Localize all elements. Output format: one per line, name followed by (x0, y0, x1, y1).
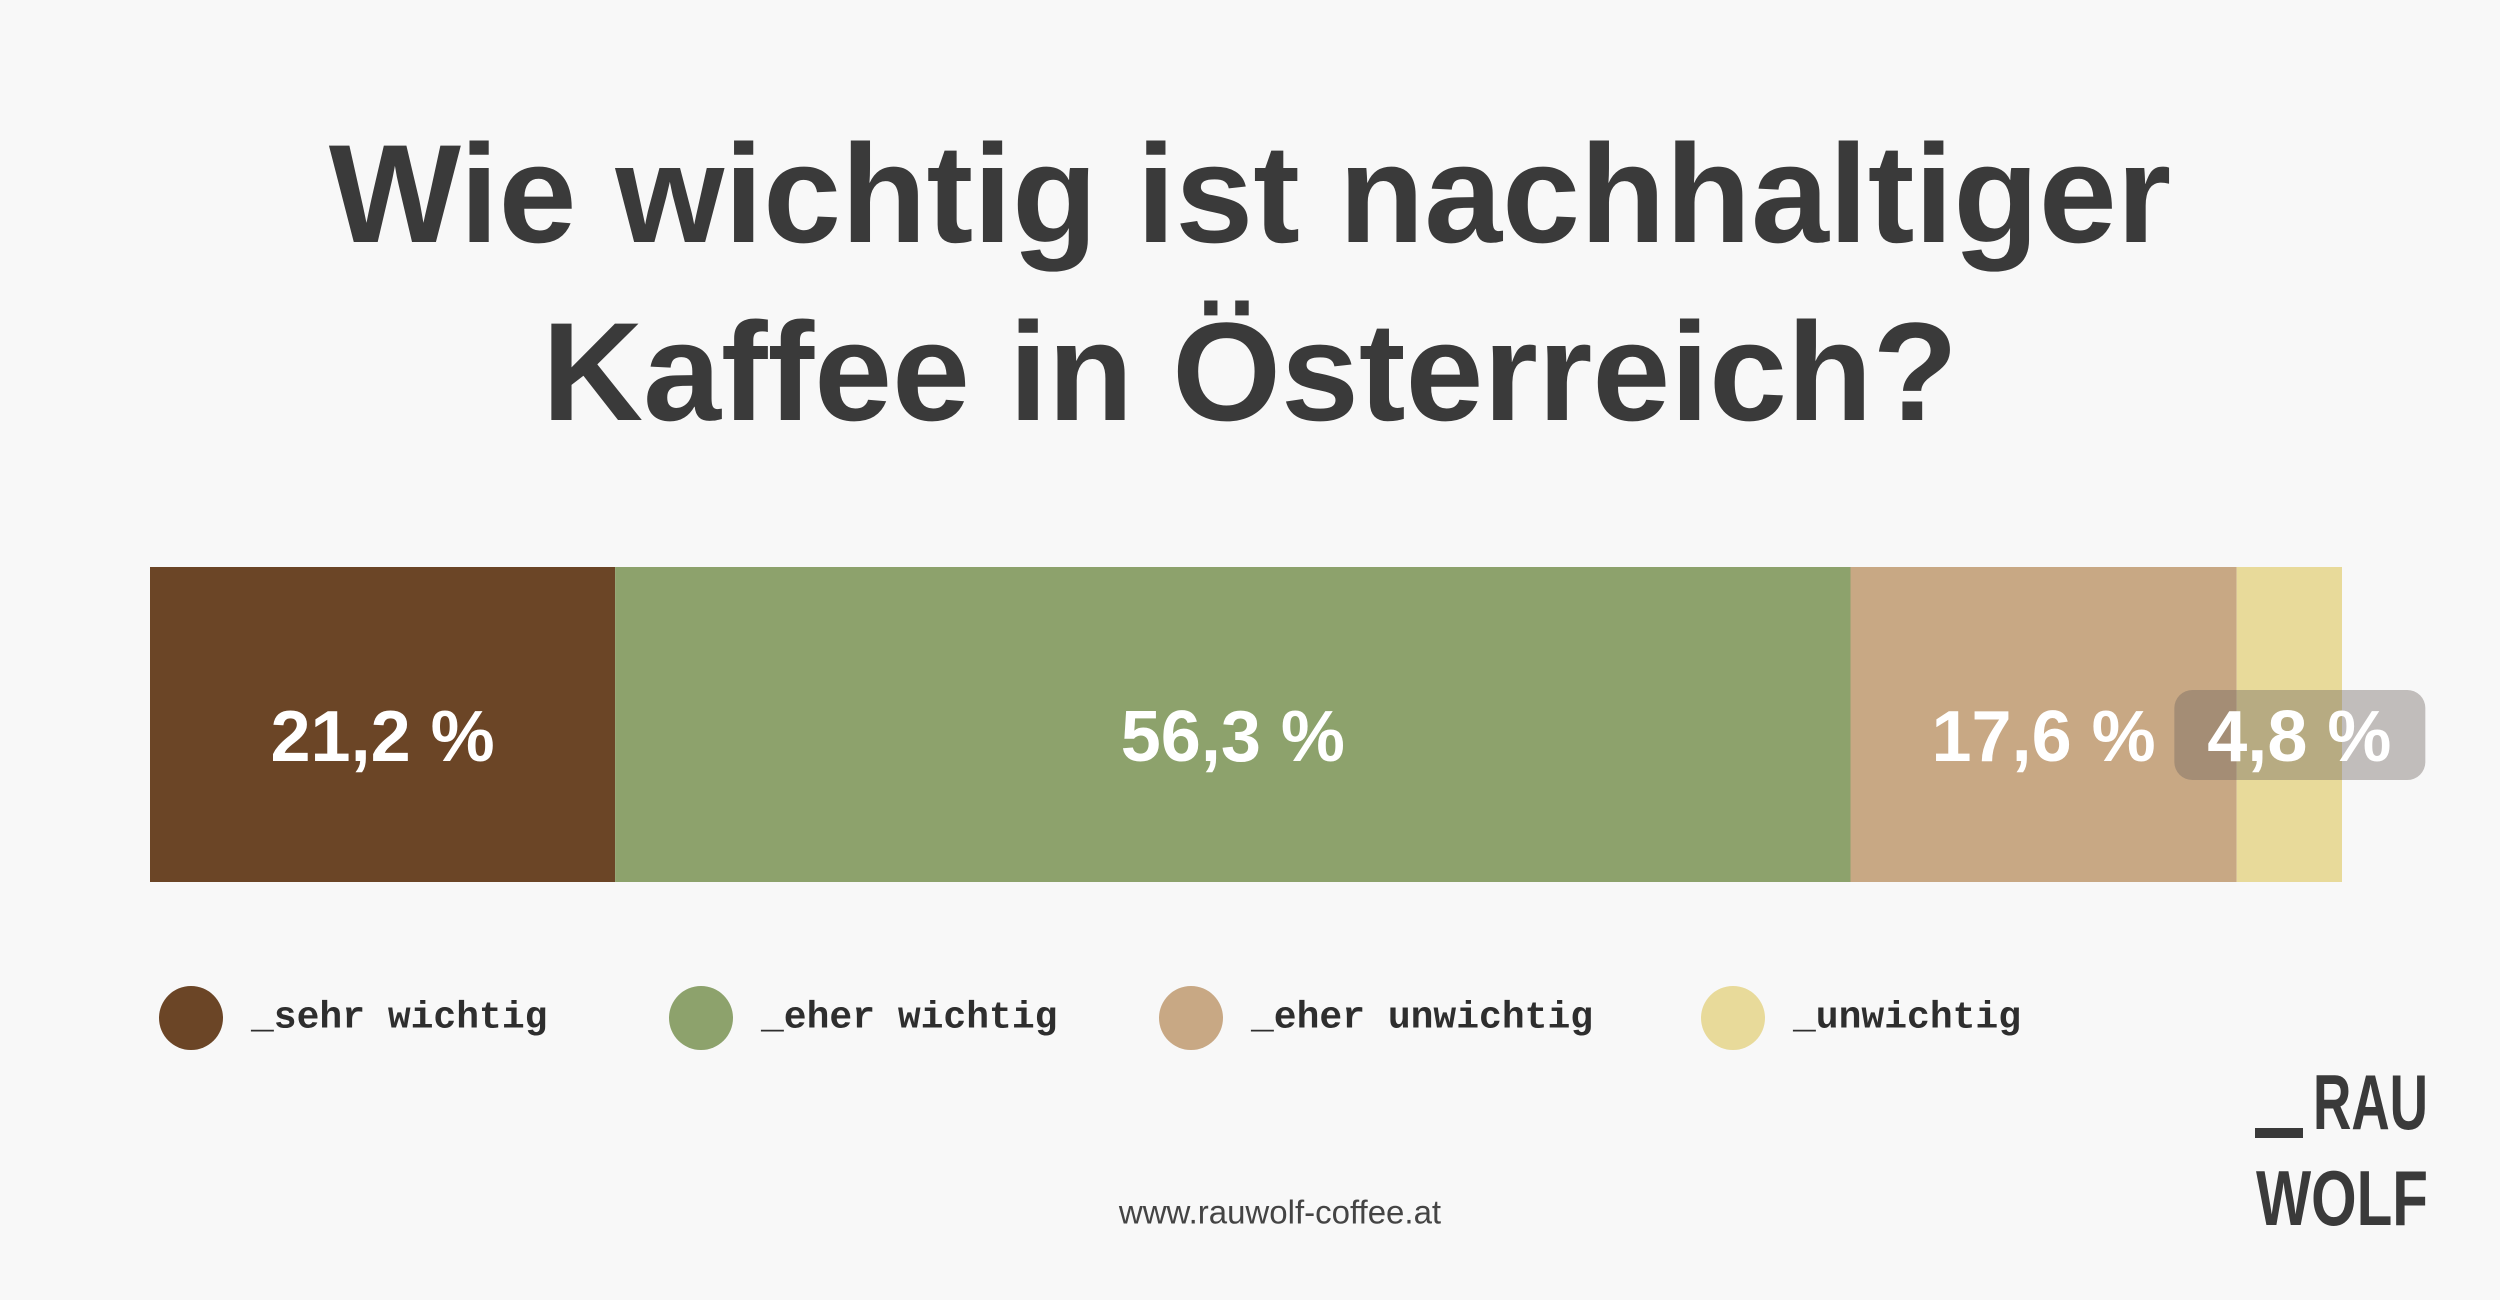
value-label: 17,6 % (1932, 697, 2156, 777)
logo-line: WOLF (2256, 1154, 2428, 1242)
logo-line: RAU (2313, 1058, 2428, 1146)
logo-bar (2255, 1128, 2303, 1138)
chart-title: Wie wichtig ist nachhaltiger Kaffee in Ö… (328, 115, 2172, 450)
legend-swatch (669, 986, 733, 1050)
legend-swatch (1701, 986, 1765, 1050)
value-label: 4,8 % (2207, 697, 2391, 777)
bar-segment (615, 567, 1851, 882)
bar-segment (2236, 567, 2342, 882)
source: www.rauwolf-coffee.at (1118, 1194, 1441, 1231)
bar-segment (150, 567, 616, 882)
bar-segment (1850, 567, 2237, 882)
legend-swatch (1159, 986, 1223, 1050)
legend-label: _eher wichtig (760, 997, 1057, 1040)
legend-label: _sehr wichtig (250, 997, 547, 1040)
value-label: 56,3 % (1121, 697, 1345, 777)
legend-swatch (159, 986, 223, 1050)
value-label: 21,2 % (271, 697, 495, 777)
label-box (2174, 690, 2426, 780)
legend-label: _unwichtig (1792, 997, 2021, 1040)
legend-label: _eher unwichtig (1250, 997, 1593, 1040)
